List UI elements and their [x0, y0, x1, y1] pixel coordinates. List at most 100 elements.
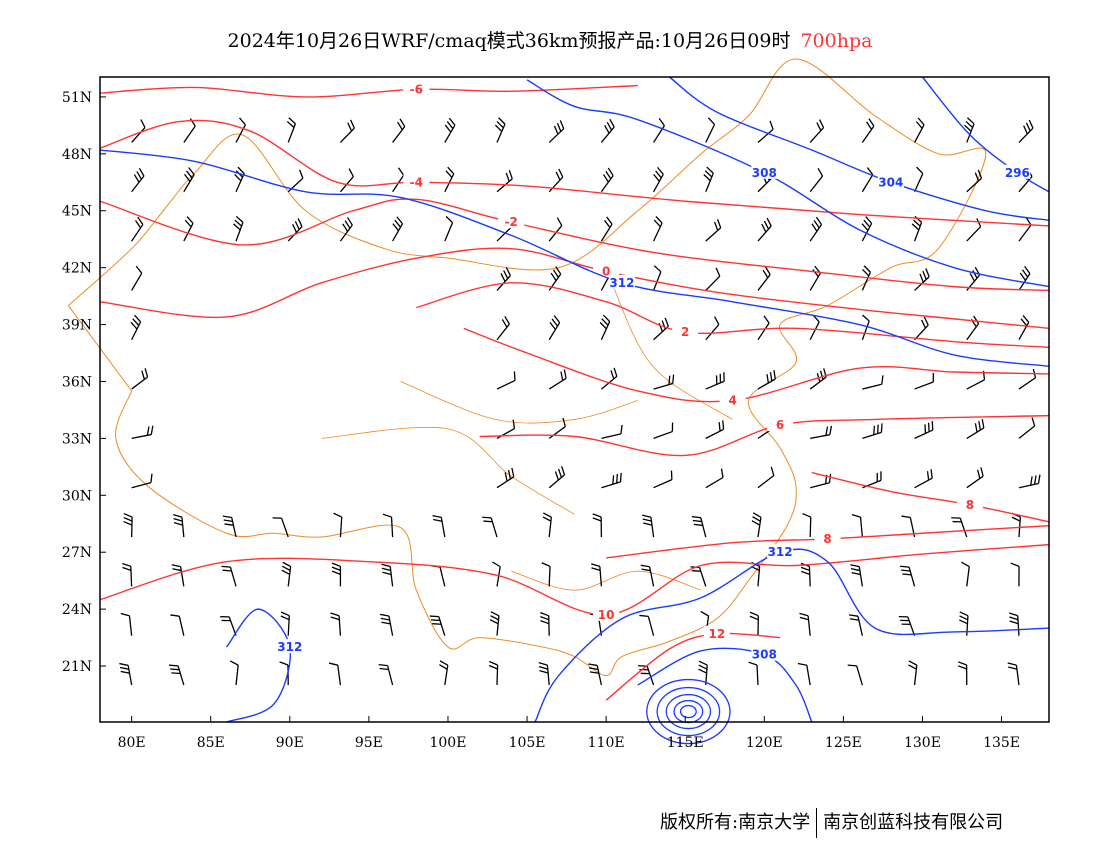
- copyright: 版权所有:南京大学 南京创蓝科技有限公司: [660, 808, 1003, 838]
- wind-barb: [861, 118, 875, 143]
- wind-barb: [541, 562, 551, 587]
- wind-barb: [601, 424, 623, 440]
- lat-tick-label: 24N: [62, 602, 92, 618]
- wind-barb: [691, 515, 707, 538]
- wind-barb: [809, 167, 824, 193]
- wind-barb: [496, 170, 513, 193]
- wind-barb: [653, 422, 674, 440]
- wind-barb: [233, 215, 244, 242]
- wind-barb: [861, 216, 873, 242]
- height-contour-label: 312: [768, 545, 793, 559]
- wind-barb: [1018, 265, 1031, 291]
- wind-barb: [862, 423, 883, 440]
- wind-barb: [220, 616, 237, 636]
- province-border: [605, 267, 733, 420]
- wind-barb: [862, 375, 884, 390]
- wind-barb: [548, 369, 567, 390]
- wind-barb: [757, 217, 772, 242]
- wind-barb: [809, 368, 827, 390]
- wind-barb: [235, 117, 246, 143]
- wind-barb: [957, 661, 968, 686]
- wind-barb: [705, 316, 720, 341]
- wind-barb: [914, 469, 933, 489]
- wind-barb: [757, 370, 776, 390]
- lat-tick-label: 39N: [62, 318, 92, 334]
- wind-barb: [800, 562, 811, 587]
- separator: [816, 808, 818, 838]
- province-border: [321, 426, 575, 515]
- wind-barb: [131, 473, 153, 489]
- cyclone-contour: [656, 686, 721, 737]
- wind-barb: [757, 120, 774, 143]
- axis-ticks: 80E 85E 90E 95E 100E 105E 110E 115E 120E 125E 130E…: [62, 90, 1020, 751]
- wind-barb: [599, 314, 611, 341]
- wind-barb: [131, 265, 143, 291]
- lon-tick-label: 130E: [904, 735, 941, 751]
- wind-barb: [653, 117, 665, 143]
- wind-barb: [432, 514, 446, 538]
- temperature-contour-label: -2: [505, 215, 518, 229]
- wind-barb: [914, 316, 929, 341]
- wind-barb: [330, 612, 342, 636]
- wind-barb: [749, 611, 759, 636]
- lon-tick-label: 90E: [276, 735, 304, 751]
- lat-tick-label: 51N: [62, 90, 92, 106]
- wind-barb: [966, 467, 984, 489]
- lon-tick-label: 80E: [118, 735, 146, 751]
- wind-barb: [592, 513, 603, 538]
- wind-barb: [339, 119, 355, 143]
- temperature-contour-label: 10: [598, 608, 615, 622]
- wind-barb: [914, 421, 934, 439]
- wind-barb: [751, 512, 762, 538]
- temperature-contour-label: 8: [823, 532, 831, 546]
- wind-barb: [131, 368, 149, 390]
- wind-barb: [588, 663, 603, 686]
- wind-barb: [591, 563, 603, 587]
- wind-barb: [123, 512, 133, 538]
- wind-barb: [600, 167, 614, 193]
- wind-barb: [748, 661, 759, 686]
- wind-barb: [757, 266, 771, 291]
- wind-barb: [482, 516, 498, 538]
- wind-barb: [705, 219, 722, 242]
- copyright-left: 版权所有:南京大学: [660, 812, 811, 833]
- wind-barb: [900, 565, 916, 587]
- wind-barb: [131, 425, 154, 440]
- wind-barb: [328, 662, 342, 686]
- lat-tick-label: 45N: [62, 204, 92, 220]
- height-contour-label: 312: [277, 640, 302, 654]
- wind-barb: [847, 664, 863, 686]
- wind-barb: [600, 118, 615, 143]
- temperature-contour-line: [811, 471, 1050, 523]
- province-border: [400, 381, 638, 424]
- wind-barb: [281, 561, 292, 587]
- temperature-contour-line: [99, 543, 1050, 616]
- wind-barb: [339, 168, 354, 193]
- wind-barb: [797, 662, 811, 686]
- country-borders: [67, 58, 987, 677]
- wind-barb: [757, 466, 775, 489]
- wind-barb: [914, 372, 935, 390]
- wind-barb: [183, 167, 195, 193]
- wind-barb: [548, 315, 561, 341]
- temperature-contour-line: [605, 632, 781, 701]
- wind-barb: [538, 661, 550, 686]
- china-border: [67, 58, 987, 677]
- wind-barb: [653, 470, 673, 489]
- wind-barb: [1018, 417, 1036, 439]
- wind-barb: [496, 267, 511, 291]
- height-contour-line: [225, 608, 292, 723]
- wind-barb: [287, 218, 303, 242]
- wind-barb: [1007, 662, 1020, 686]
- wind-barb: [809, 119, 825, 143]
- temperature-contour-line: [99, 247, 1050, 330]
- wind-barb: [757, 315, 770, 341]
- lon-tick-label: 135E: [983, 735, 1020, 751]
- wind-barb: [810, 425, 833, 440]
- temperature-contour-label: 6: [776, 418, 784, 432]
- wind-barb: [705, 372, 725, 390]
- wind-barb: [444, 215, 454, 242]
- temperature-contour-label: 0: [602, 264, 610, 278]
- wind-barb: [861, 314, 870, 340]
